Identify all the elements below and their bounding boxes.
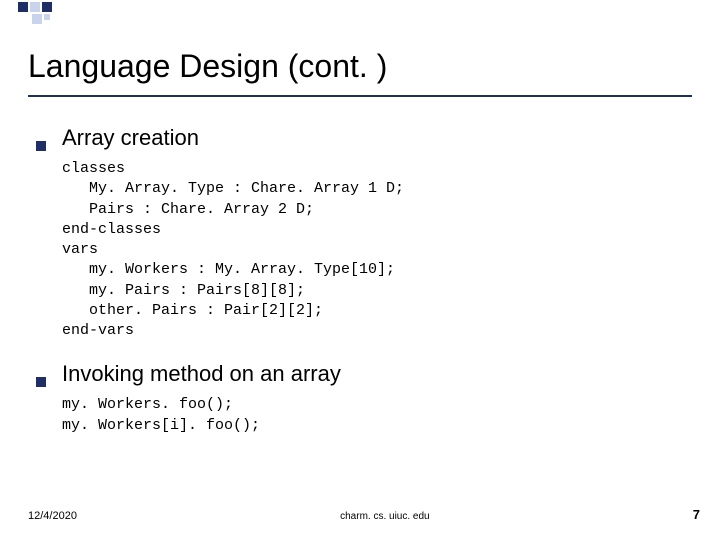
slide-content: Language Design (cont. ) Array creation …	[28, 48, 692, 456]
slide-title: Language Design (cont. )	[28, 48, 692, 97]
footer-page-number: 7	[693, 507, 700, 522]
deco-square	[44, 14, 50, 20]
deco-square	[42, 2, 52, 12]
bullet-icon	[36, 141, 46, 151]
bullet-label: Array creation	[62, 125, 199, 151]
code-block: my. Workers. foo(); my. Workers[i]. foo(…	[62, 395, 692, 436]
slide-footer: 12/4/2020 charm. cs. uiuc. edu 7	[28, 507, 700, 522]
deco-square	[18, 2, 28, 12]
bullet-item: Array creation	[36, 125, 692, 151]
code-block: classes My. Array. Type : Chare. Array 1…	[62, 159, 692, 341]
footer-source: charm. cs. uiuc. edu	[77, 511, 693, 522]
footer-date: 12/4/2020	[28, 510, 77, 522]
bullet-label: Invoking method on an array	[62, 361, 341, 387]
corner-decoration	[18, 2, 52, 12]
bullet-item: Invoking method on an array	[36, 361, 692, 387]
corner-decoration-row2	[32, 14, 50, 24]
bullet-icon	[36, 377, 46, 387]
deco-square	[30, 2, 40, 12]
deco-square	[32, 14, 42, 24]
